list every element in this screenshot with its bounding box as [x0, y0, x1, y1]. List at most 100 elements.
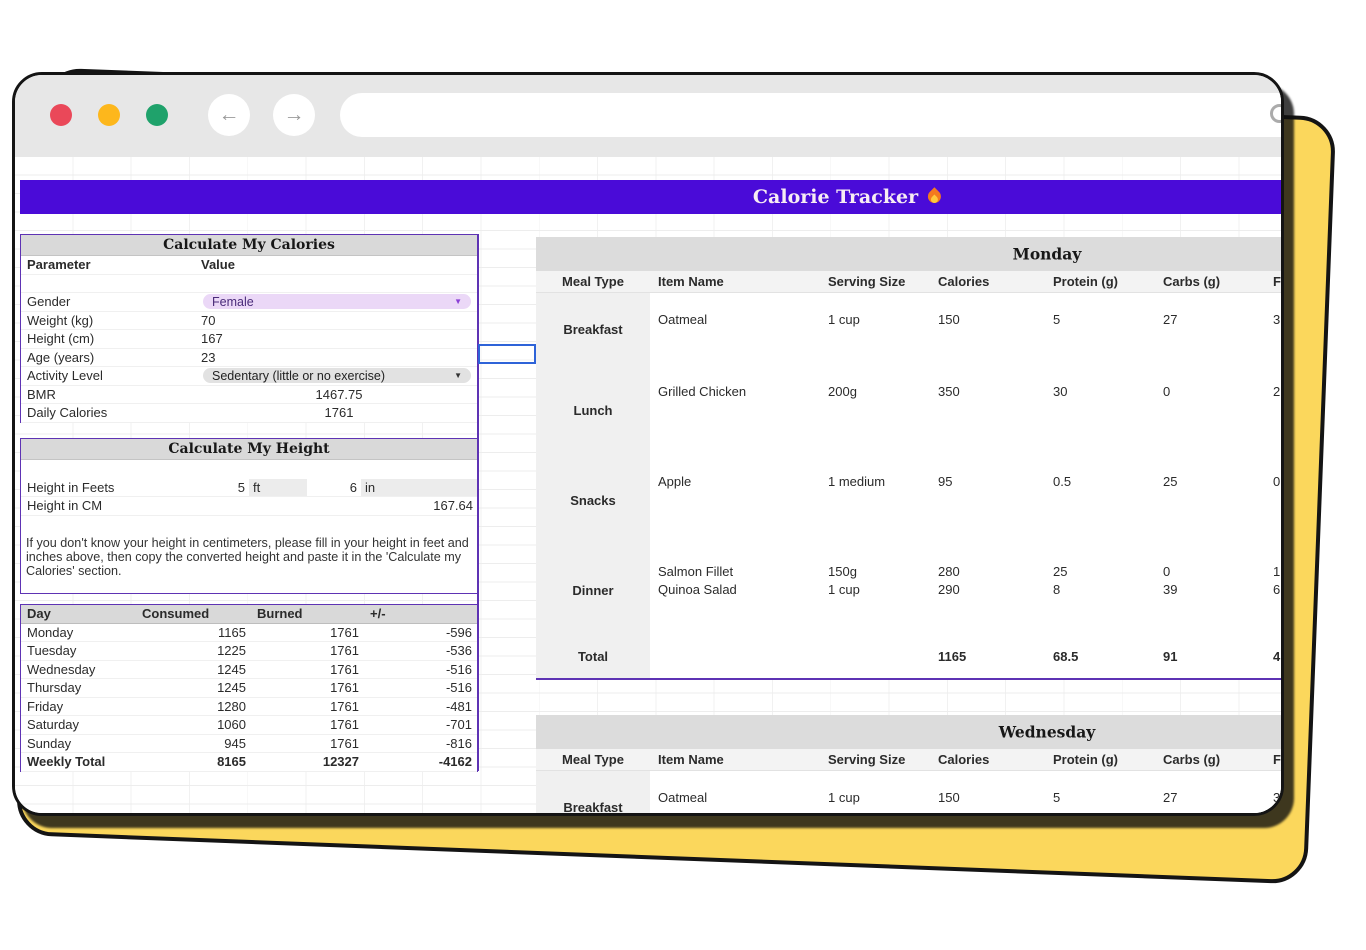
feet-unit-cell: ft [249, 478, 307, 496]
calc-row: Gender Female ▼ [21, 293, 477, 312]
item-cell: 1 cup [828, 789, 860, 805]
table-row: Wednesday 1245 1761 -516 [21, 661, 477, 679]
meal-section: Snacks Apple 1 medium 95 0.5 25 0 [536, 455, 1281, 545]
value-cell: 1225 [217, 643, 246, 659]
column-header: Carbs (g) [1163, 274, 1221, 289]
blank-row [21, 460, 477, 479]
inch-value-cell[interactable]: 6 [349, 479, 357, 495]
calc-row-value: 1761 [197, 404, 477, 422]
day-cell: Tuesday [27, 643, 77, 659]
weekly-table-header: Day Consumed Burned +/- [21, 605, 477, 624]
selected-cell[interactable] [478, 344, 536, 364]
calc-row-value[interactable]: 167 [197, 330, 477, 348]
blank-row [21, 516, 477, 535]
activity-level-dropdown[interactable]: Sedentary (little or no exercise) ▼ [203, 368, 471, 384]
value-cell: 1761 [330, 661, 359, 677]
minimize-button[interactable] [98, 104, 120, 126]
row-label: Height in CM [27, 498, 103, 514]
value-cell: 1761 [330, 735, 359, 751]
item-cell: 1 cup [828, 311, 860, 327]
meal-item-row: Quinoa Salad 1 cup 290 8 39 6 [650, 581, 1281, 600]
forward-button[interactable]: → [273, 94, 315, 136]
total-cell: 4 [1273, 649, 1281, 664]
meal-item-row: Grilled Chicken 200g 350 30 0 2 [650, 382, 1281, 401]
item-cell: 1 [1273, 563, 1281, 579]
column-header: Day [27, 606, 51, 622]
height-calculator-panel: Calculate My Height Height in Feets 5 ft… [20, 438, 478, 594]
item-cell: 27 [1163, 311, 1178, 327]
day-title: Wednesday [998, 722, 1096, 742]
value-cell: 1280 [217, 698, 246, 714]
search-icon[interactable] [1270, 104, 1281, 123]
value-cell: -701 [445, 717, 472, 733]
row-label: Height in Feets [27, 479, 115, 495]
total-label: Total [536, 635, 650, 678]
value-cell: 1165 [218, 624, 246, 640]
day-title: Monday [1012, 244, 1082, 264]
item-cell: 25 [1163, 473, 1178, 489]
value-cell: 1761 [330, 698, 359, 714]
item-cell: 150 [938, 789, 960, 805]
item-cell: 0 [1273, 473, 1281, 489]
item-cell: 200g [828, 383, 857, 399]
gender-dropdown[interactable]: Female ▼ [203, 294, 471, 310]
total-cell: 68.5 [1053, 649, 1079, 664]
value-cell: -516 [445, 661, 472, 677]
total-values: 1165 68.5 91 4 [650, 649, 1281, 664]
table-row: Thursday 1245 1761 -516 [21, 679, 477, 698]
calc-row [21, 275, 477, 293]
column-header: F [1273, 752, 1281, 767]
url-bar[interactable] [340, 93, 1281, 137]
item-cell: 0 [1163, 563, 1171, 579]
cell-value: 23 [201, 349, 216, 365]
column-header: Meal Type [562, 274, 624, 289]
column-header: Calories [938, 752, 990, 767]
meal-table-wednesday: Wednesday Meal Type Item Name Serving Size C… [536, 715, 1281, 813]
value-cell: -816 [445, 735, 472, 751]
value-cell: 1761 [330, 717, 359, 733]
value-cell: 1245 [217, 680, 246, 696]
page-title: Calorie Tracker [753, 186, 943, 208]
height-feet-row: Height in Feets 5 ft 6 in [21, 478, 477, 497]
calc-row: Weight (kg) 70 [21, 312, 477, 330]
back-button[interactable]: ← [208, 94, 250, 136]
total-value: 12327 [322, 754, 359, 770]
height-cm-row: Height in CM 167.64 [21, 497, 477, 516]
column-header: Carbs (g) [1163, 752, 1221, 767]
column-header: Serving Size [828, 752, 906, 767]
flame-icon [926, 189, 943, 206]
item-cell: 280 [938, 563, 960, 579]
meal-section: Dinner Salmon Fillet 150g 280 25 0 1 Quinoa Sal… [536, 545, 1281, 635]
divider [477, 234, 479, 771]
calc-row-value [197, 275, 477, 293]
panel-title: Calculate My Calories [21, 235, 477, 256]
table-row: Friday 1280 1761 -481 [21, 698, 477, 716]
calc-row: Daily Calories 1761 [21, 404, 477, 423]
weekly-total-row: Weekly Total 8165 12327 -4162 [21, 753, 477, 772]
cell-value: 1467.75 [315, 386, 363, 402]
meal-type-label: Snacks [536, 455, 650, 545]
meal-type-label: Lunch [536, 365, 650, 455]
calc-row-value[interactable]: 23 [197, 349, 477, 367]
total-cell: 91 [1163, 649, 1178, 664]
feet-value-cell[interactable]: 5 [237, 479, 245, 495]
arrow-right-icon: → [283, 103, 305, 126]
total-cell [820, 649, 930, 664]
cell-value: 70 [201, 312, 216, 328]
zoom-button[interactable] [146, 104, 168, 126]
meal-item-row: Salmon Fillet 150g 280 25 0 1 [650, 562, 1281, 581]
column-header: Protein (g) [1053, 274, 1118, 289]
column-header: Meal Type [562, 752, 624, 767]
calc-row: BMR 1467.75 [21, 386, 477, 404]
meal-total-row: Total 1165 68.5 91 4 [536, 635, 1281, 680]
calc-row-value[interactable]: 70 [197, 312, 477, 330]
item-cell: Oatmeal [658, 311, 708, 327]
calc-row-label: Height (cm) [27, 331, 95, 347]
close-button[interactable] [50, 104, 72, 126]
item-cell: 150 [938, 311, 960, 327]
item-cell: 39 [1163, 582, 1178, 598]
item-cell: 3 [1273, 789, 1281, 805]
column-header: Calories [938, 274, 990, 289]
item-cell: 5 [1053, 311, 1061, 327]
